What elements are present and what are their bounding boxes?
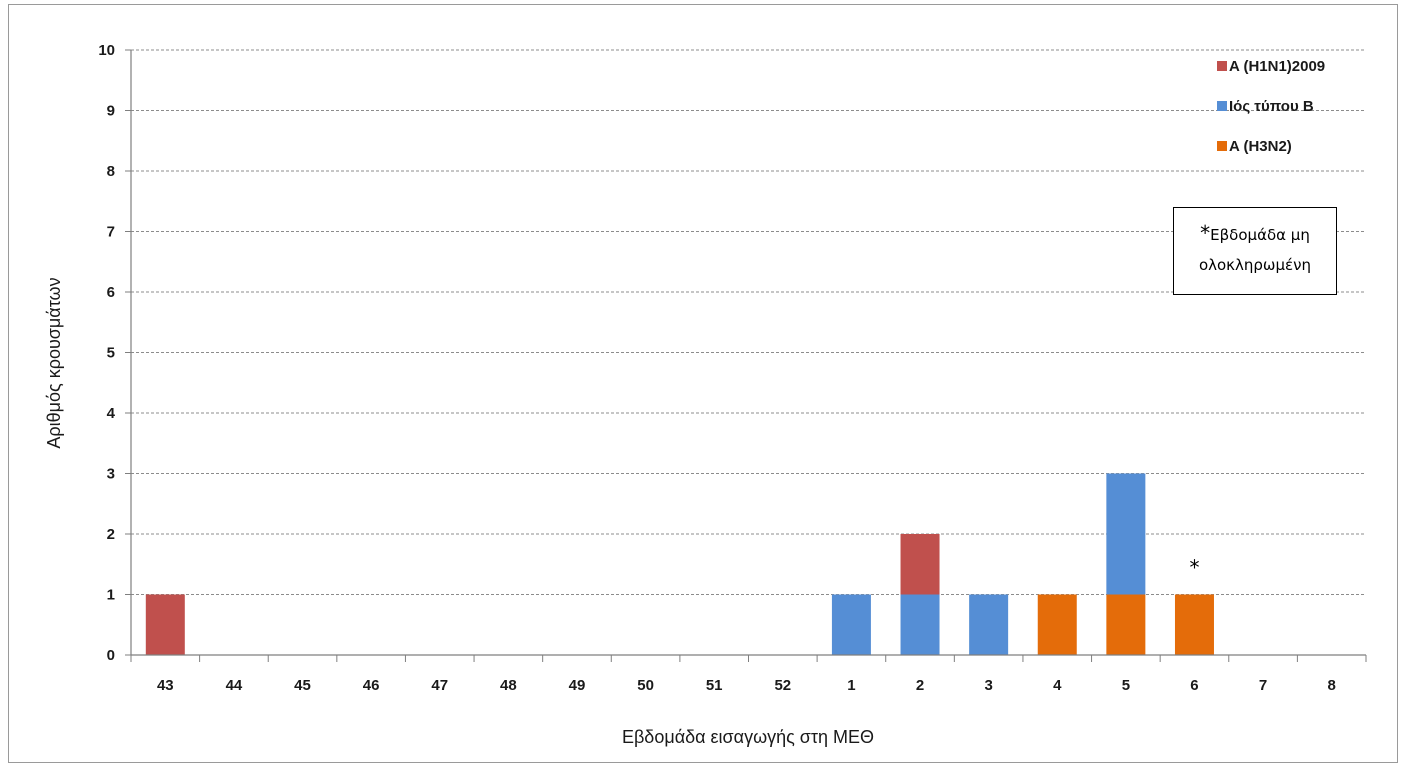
x-tick-label: 50 [637, 677, 654, 694]
legend-label: Ιός τύπου B [1229, 98, 1314, 115]
legend-label: A (H1N1)2009 [1229, 58, 1325, 75]
x-tick-label: 48 [500, 677, 517, 694]
annotation-asterisk: * [1189, 556, 1199, 580]
y-tick-label: 7 [107, 224, 115, 241]
y-tick-label: 4 [107, 405, 116, 422]
y-tick-label: 8 [107, 163, 115, 180]
x-tick-label: 5 [1122, 677, 1130, 694]
y-tick-label: 2 [107, 526, 115, 543]
incomplete-week-note: *Εβδομάδα μη ολοκληρωμένη [1173, 207, 1337, 295]
bar--b-5 [1106, 473, 1146, 595]
x-tick-label: 49 [569, 677, 586, 694]
y-tick-label: 3 [107, 466, 115, 483]
x-tick-label: 3 [984, 677, 992, 694]
note-asterisk: * [1200, 221, 1211, 245]
y-tick-label: 9 [107, 103, 115, 120]
legend-swatch [1217, 101, 1227, 111]
x-tick-label: 6 [1190, 677, 1198, 694]
y-tick-label: 0 [107, 647, 115, 664]
legend-label: A (H3N2) [1229, 138, 1292, 155]
x-tick-label: 2 [916, 677, 924, 694]
x-tick-label: 4 [1053, 677, 1062, 694]
bar-a-h3n2--6 [1174, 594, 1214, 655]
x-tick-label: 51 [706, 677, 723, 694]
bar-a-h1n1-2009-2 [900, 534, 940, 595]
y-tick-label: 5 [107, 345, 115, 362]
y-tick-label: 10 [98, 42, 115, 59]
legend-swatch [1217, 61, 1227, 71]
legend: A (H1N1)2009 Ιός τύπου B A (H3N2) [1217, 58, 1325, 155]
x-tick-label: 43 [157, 677, 174, 694]
x-tick-label: 47 [431, 677, 448, 694]
bar-a-h3n2--5 [1106, 594, 1146, 655]
gridlines [131, 49, 1366, 595]
x-tick-label: 46 [363, 677, 380, 694]
x-tick-label: 8 [1328, 677, 1336, 694]
x-tick-label: 1 [847, 677, 855, 694]
x-tick-label: 44 [226, 677, 243, 694]
bar-a-h1n1-2009-43 [145, 594, 185, 655]
axes [125, 49, 1367, 662]
bars [145, 473, 1214, 655]
x-tick-label: 45 [294, 677, 311, 694]
x-tick-label: 7 [1259, 677, 1267, 694]
note-line-1: Εβδομάδα μη [1210, 226, 1310, 244]
y-axis-title: Αριθμός κρουσμάτων [44, 277, 64, 448]
y-tick-label: 6 [107, 284, 115, 301]
bar--b-2 [900, 594, 940, 655]
x-tick-label: 52 [774, 677, 791, 694]
bar-a-h3n2--4 [1037, 594, 1077, 655]
y-tick-label: 1 [107, 587, 115, 604]
bar--b-3 [969, 594, 1009, 655]
bar--b-1 [831, 594, 871, 655]
chart-frame [8, 4, 1398, 763]
note-line-2: ολοκληρωμένη [1198, 256, 1312, 274]
x-axis-title: Εβδομάδα εισαγωγής στη ΜΕΘ [622, 727, 874, 747]
legend-swatch [1217, 141, 1227, 151]
